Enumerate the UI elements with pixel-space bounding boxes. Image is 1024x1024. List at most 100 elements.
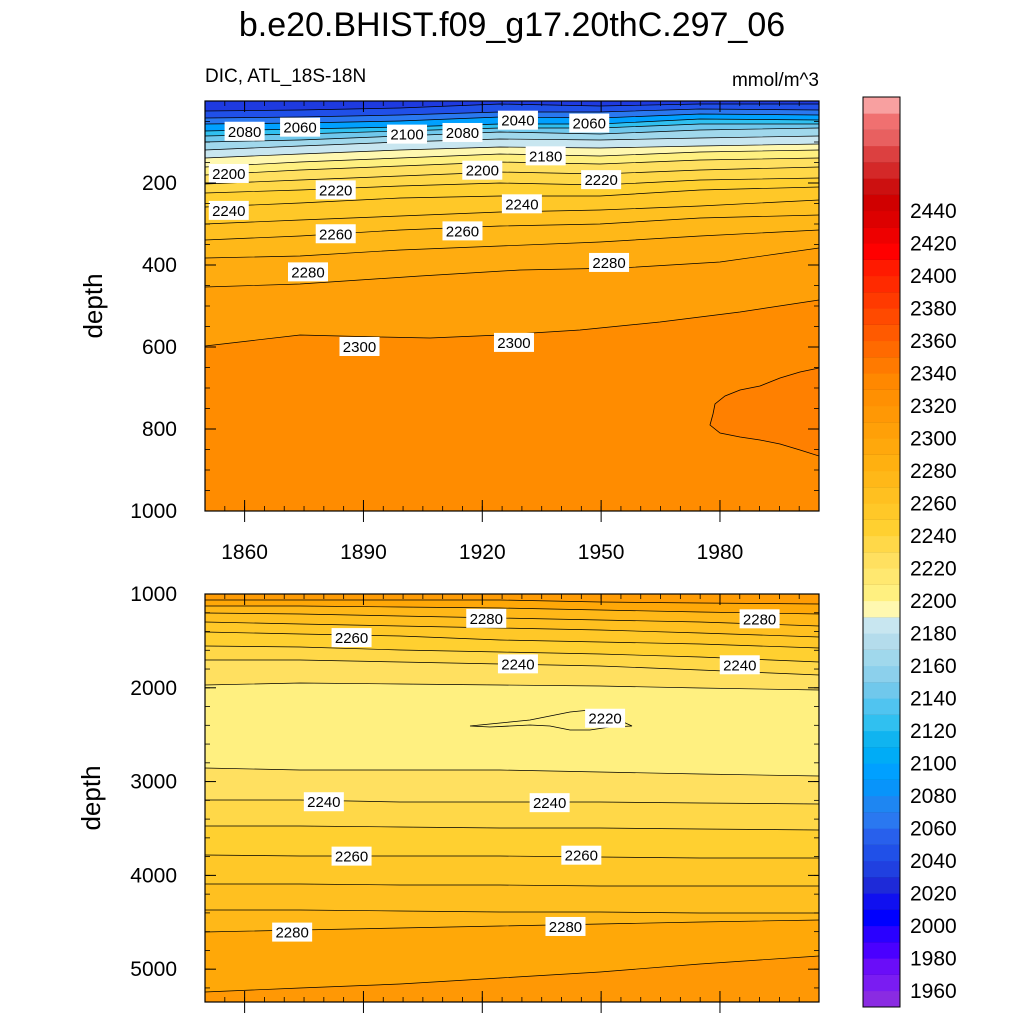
contour-label-bg [224,121,265,141]
contour-label: 2240 [497,654,538,674]
contour-label-text: 2260 [335,630,368,647]
contour-label: 2060 [280,117,321,137]
colorbar-swatch [863,584,900,602]
contour-label-text: 2080 [446,125,479,142]
contour-label: 2200 [208,163,249,183]
colorbar-swatch [863,795,900,813]
contour-label-bg [561,845,602,865]
colorbar-label: 2140 [910,687,957,710]
top-panel-fill: 2080 2060 2100 2080 2040 2060 2180 2200 2200 2220… [205,101,819,511]
colorbar-swatch [863,974,900,992]
contour-label-bg [339,337,380,356]
colorbar-swatch [863,454,900,472]
contour-label: 2060 [569,113,610,133]
colorbar-label: 2260 [910,492,957,515]
contour-label-bg [739,609,780,629]
contour-label-bg [493,332,534,352]
colorbar-swatch [863,227,900,244]
colorbar-swatch [863,909,900,927]
contour-label-bg [581,170,622,190]
contour-label: 2220 [315,180,356,200]
contour-label-text: 2260 [565,848,598,865]
colorbar-swatch [863,113,900,130]
bottom-axes: 1000 2000 3000 4000 5000 [130,583,819,1013]
contour-label-text: 2280 [592,255,625,272]
contour-label-text: 2200 [212,166,245,183]
contour-label-text: 2260 [446,223,479,240]
y-tick-label: 1000 [130,583,177,606]
colorbar-swatch [863,178,900,195]
contour-label-bg [525,146,566,166]
colorbar-label: 2160 [910,655,957,678]
contour-label-bg [569,113,610,133]
colorbar-swatch [863,210,900,228]
contour-label-bg [331,628,372,648]
contour-label-bg [315,224,356,244]
contour-label: 2100 [387,124,428,144]
colorbar-swatch [863,389,900,407]
colorbar-label: 2120 [910,720,957,743]
colorbar-swatch [863,617,900,634]
contour-label-text: 2220 [319,182,352,199]
colorbar-swatch [863,145,900,163]
contour-label-bg [545,916,586,936]
contour-label-text: 2240 [307,794,340,811]
colorbar-swatch [863,747,900,764]
contour-label-bg [497,654,538,674]
contour-label: 2040 [497,110,538,130]
bottom-panel: 2280 2280 2260 2240 2240 2220 2240 2240 2260 2260… [76,583,820,1013]
colorbar-swatch [863,958,900,975]
colorbar-swatch [863,357,900,374]
contour-label-text: 2240 [723,657,756,674]
contour-label-bg [497,110,538,130]
contour-label: 2300 [339,337,380,356]
contour-label: 2280 [589,252,630,272]
colorbar-swatch [863,600,900,618]
colorbar-swatch [863,162,900,179]
colorbar-swatch [863,519,900,537]
contour-label: 2240 [501,194,542,214]
contour-label-text: 2280 [743,611,776,628]
x-tick-label: 1890 [340,541,387,564]
colorbar-swatch [863,292,900,309]
contour-label-text: 2060 [573,116,606,133]
x-tick-label: 1860 [221,541,268,564]
colorbar-swatch [863,828,900,845]
colorbar-swatch [863,730,900,748]
contour-label: 2220 [581,170,622,190]
top-contour-labels: 2080 2060 2100 2080 2040 2060 2180 2200 2200 2220… [208,110,630,356]
contour-label-bg [331,846,372,866]
colorbar-swatch [863,373,900,390]
colorbar-label: 2000 [910,915,957,938]
contour-label-bg [501,194,542,214]
colorbar-label: 2380 [910,297,957,320]
contour-label-bg [462,160,503,180]
contour-label: 2260 [315,224,356,244]
colorbar-swatch [863,243,900,260]
colorbar-label: 2440 [910,200,957,223]
colorbar-swatch [863,194,900,212]
contour-label: 2240 [719,655,760,675]
colorbar-swatch [863,438,900,455]
colorbar-label: 2080 [910,785,957,808]
contour-label-text: 2280 [470,611,503,628]
colorbar-swatch [863,487,900,504]
contour-label-bg [529,793,570,813]
contour-label-bg [442,122,483,142]
colorbar-swatch [863,552,900,569]
contour-label-text: 2280 [291,264,324,281]
variable-label: DIC, ATL_18S-18N [205,66,366,87]
contour-label-bg [442,221,483,241]
contour-label-bg [272,922,313,942]
colorbar-swatch [863,470,900,488]
contour-label-text: 2180 [529,148,562,165]
contour-label: 2080 [224,121,265,141]
colorbar-swatch [863,568,900,585]
contour-label-bg [208,200,249,220]
bottom-frame [204,593,820,1003]
colorbar-swatch [863,942,900,959]
bot-low-band-2300 [205,956,819,1002]
contour-label: 2300 [493,332,534,352]
contour-label: 2080 [442,122,483,142]
colorbar-swatch [863,129,900,147]
